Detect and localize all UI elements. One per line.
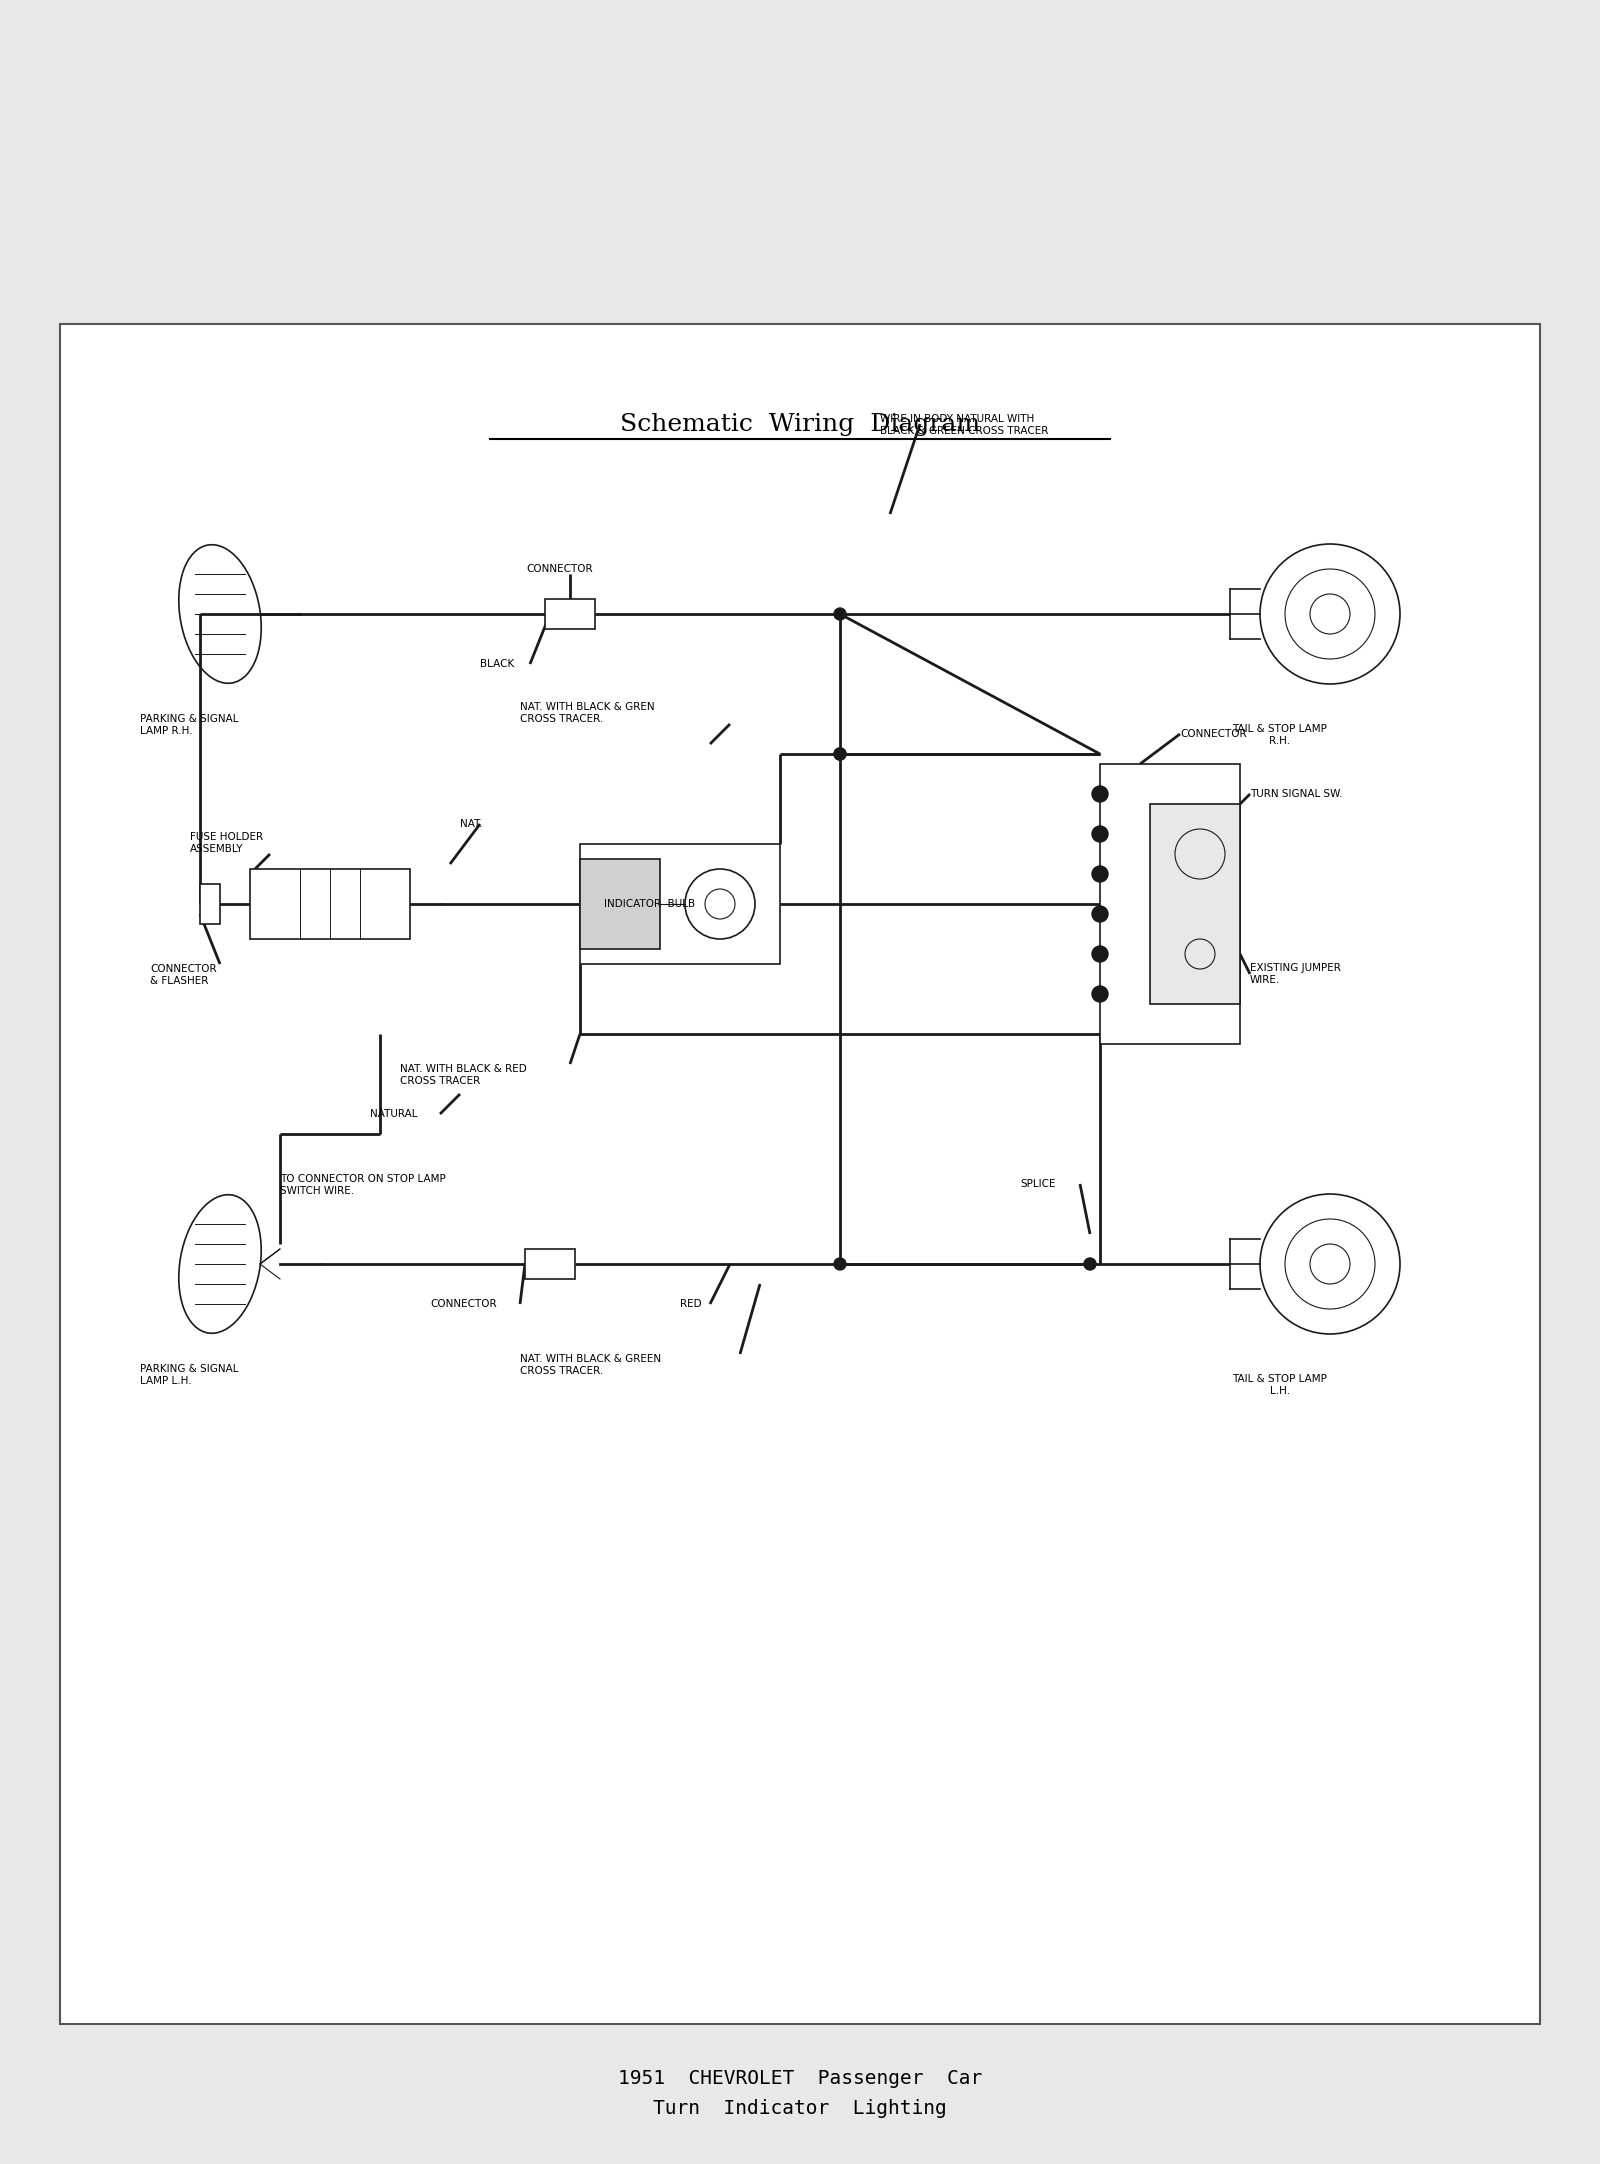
Text: NATURAL: NATURAL	[370, 1108, 418, 1119]
Bar	[546, 599, 595, 630]
Text: BLACK: BLACK	[480, 660, 514, 669]
Text: NAT. WITH BLACK & GREN
CROSS TRACER.: NAT. WITH BLACK & GREN CROSS TRACER.	[520, 701, 654, 725]
Text: PARKING & SIGNAL
LAMP L.H.: PARKING & SIGNAL LAMP L.H.	[141, 1363, 238, 1387]
Text: TAIL & STOP LAMP
L.H.: TAIL & STOP LAMP L.H.	[1232, 1374, 1328, 1396]
Text: FUSE HOLDER
ASSEMBLY: FUSE HOLDER ASSEMBLY	[190, 831, 262, 855]
Text: CONNECTOR: CONNECTOR	[526, 565, 594, 573]
Text: SPLICE: SPLICE	[1021, 1179, 1056, 1188]
Circle shape	[834, 1257, 846, 1270]
Text: TAIL & STOP LAMP
R.H.: TAIL & STOP LAMP R.H.	[1232, 725, 1328, 747]
Bar	[579, 844, 781, 963]
Text: 1951  CHEVROLET  Passenger  Car: 1951 CHEVROLET Passenger Car	[618, 2069, 982, 2088]
Circle shape	[1091, 907, 1107, 922]
Text: INDICATOR  BULB: INDICATOR BULB	[605, 898, 696, 909]
Text: NAT. WITH BLACK & RED
CROSS TRACER: NAT. WITH BLACK & RED CROSS TRACER	[400, 1065, 526, 1086]
Circle shape	[1091, 946, 1107, 963]
Text: NAT.: NAT.	[461, 818, 483, 829]
Circle shape	[834, 608, 846, 621]
Bar	[1150, 805, 1240, 1004]
Circle shape	[834, 749, 846, 760]
Text: RED: RED	[680, 1298, 702, 1309]
Text: Turn  Indicator  Lighting: Turn Indicator Lighting	[653, 2099, 947, 2119]
Bar	[250, 870, 410, 939]
Circle shape	[1085, 1257, 1096, 1270]
Bar	[200, 885, 221, 924]
Text: CONNECTOR
& FLASHER: CONNECTOR & FLASHER	[150, 963, 216, 987]
Bar	[1101, 764, 1240, 1043]
Text: NAT. WITH BLACK & GREEN
CROSS TRACER.: NAT. WITH BLACK & GREEN CROSS TRACER.	[520, 1355, 661, 1376]
Text: CONNECTOR: CONNECTOR	[1181, 729, 1246, 738]
Bar	[525, 1249, 574, 1279]
Text: CONNECTOR: CONNECTOR	[430, 1298, 496, 1309]
Circle shape	[834, 749, 846, 760]
Text: EXISTING JUMPER
WIRE.: EXISTING JUMPER WIRE.	[1250, 963, 1341, 985]
Text: TURN SIGNAL SW.: TURN SIGNAL SW.	[1250, 790, 1342, 799]
Text: PARKING & SIGNAL
LAMP R.H.: PARKING & SIGNAL LAMP R.H.	[141, 714, 238, 736]
Circle shape	[1091, 786, 1107, 803]
Bar	[61, 325, 1539, 2023]
Circle shape	[1091, 987, 1107, 1002]
Circle shape	[1091, 866, 1107, 883]
Circle shape	[1091, 827, 1107, 842]
Text: WIRE IN BODY NATURAL WITH
BLACK & GREEN CROSS TRACER: WIRE IN BODY NATURAL WITH BLACK & GREEN …	[880, 413, 1048, 437]
Text: TO CONNECTOR ON STOP LAMP
SWITCH WIRE.: TO CONNECTOR ON STOP LAMP SWITCH WIRE.	[280, 1175, 446, 1197]
Text: Schematic  Wiring  Diagram: Schematic Wiring Diagram	[621, 413, 979, 435]
Bar	[579, 859, 661, 950]
